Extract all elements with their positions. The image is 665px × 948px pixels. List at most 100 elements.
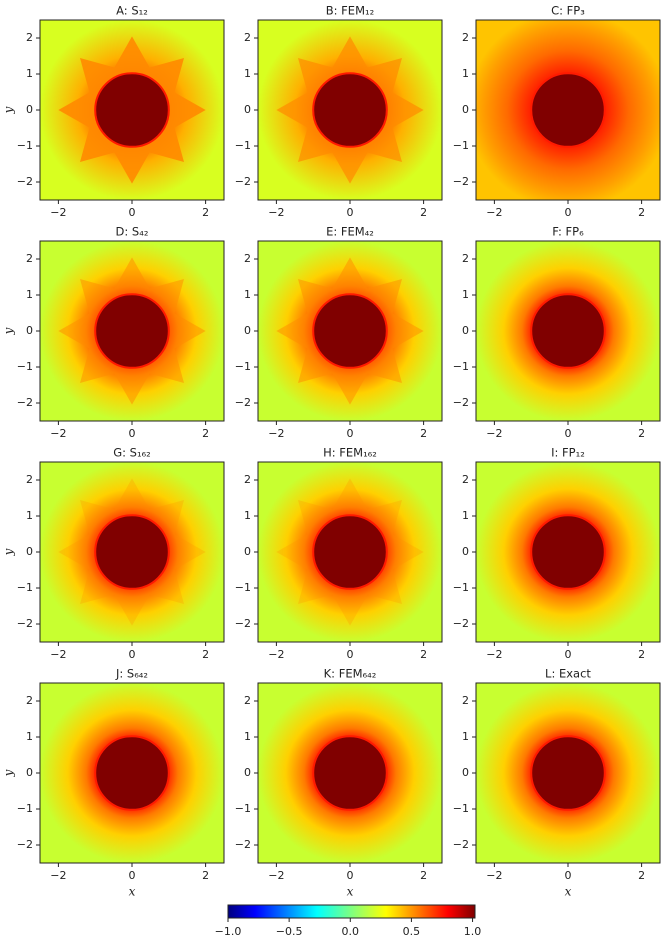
y-tick-label: −2 <box>235 838 251 851</box>
y-tick-label: 2 <box>462 31 469 44</box>
y-tick-label: −2 <box>17 175 33 188</box>
colorbar-tick-label: 1.0 <box>464 925 482 938</box>
x-tick-label: 2 <box>420 427 427 440</box>
colorbar-tick-label: −1.0 <box>215 925 242 938</box>
panel-title: E: FEM₄₂ <box>326 225 374 239</box>
y-tick-label: −1 <box>235 581 251 594</box>
y-tick-label: −2 <box>235 617 251 630</box>
y-tick-label: 0 <box>26 545 33 558</box>
x-tick-label: 2 <box>638 869 645 882</box>
x-tick-label: 0 <box>565 427 572 440</box>
heatmap-core <box>530 735 606 811</box>
heatmap-core <box>94 293 170 369</box>
y-tick-label: −1 <box>17 581 33 594</box>
x-tick-label: −2 <box>50 648 66 661</box>
panel-title: J: S₆₄₂ <box>115 667 148 681</box>
y-tick-label: −1 <box>453 802 469 815</box>
x-tick-label: 2 <box>638 648 645 661</box>
panel: I: FP₁₂ −2 0 2 −2 −1 0 1 2 <box>453 446 661 661</box>
panel: E: FEM₄₂ −2 0 2 −2 −1 0 1 2 <box>235 225 443 440</box>
panel-title: D: S₄₂ <box>116 225 149 239</box>
x-tick-label: 2 <box>638 206 645 219</box>
x-tick-label: 2 <box>202 427 209 440</box>
y-tick-label: 2 <box>462 252 469 265</box>
y-tick-label: −2 <box>453 396 469 409</box>
x-tick-label: −2 <box>50 427 66 440</box>
panel-title: K: FEM₆₄₂ <box>324 667 377 681</box>
y-tick-label: 2 <box>244 31 251 44</box>
y-tick-label: −2 <box>17 838 33 851</box>
y-tick-label: 1 <box>26 509 33 522</box>
y-tick-label: 1 <box>26 288 33 301</box>
x-tick-label: 0 <box>347 427 354 440</box>
y-tick-label: 0 <box>26 324 33 337</box>
panel: G: S₁₆₂ −2 0 2 −2 −1 0 1 2 y <box>2 446 225 661</box>
x-tick-label: −2 <box>486 869 502 882</box>
panel: C: FP₃ −2 0 2 −2 −1 0 1 2 <box>453 4 661 219</box>
x-tick-label: 0 <box>565 869 572 882</box>
y-tick-label: 2 <box>26 31 33 44</box>
x-tick-label: 0 <box>347 648 354 661</box>
heatmap-core <box>94 514 170 590</box>
y-axis-label: y <box>2 548 16 556</box>
y-tick-label: −1 <box>235 139 251 152</box>
y-tick-label: −1 <box>17 139 33 152</box>
panel: F: FP₆ −2 0 2 −2 −1 0 1 2 <box>453 225 661 440</box>
y-tick-label: −1 <box>17 802 33 815</box>
panel-title: B: FEM₁₂ <box>326 4 374 18</box>
y-tick-label: 2 <box>26 252 33 265</box>
heatmap-core <box>312 514 388 590</box>
heatmap-core <box>312 72 388 148</box>
panel-title: G: S₁₆₂ <box>113 446 151 460</box>
x-tick-label: −2 <box>50 869 66 882</box>
y-tick-label: 0 <box>462 545 469 558</box>
y-tick-label: 1 <box>244 288 251 301</box>
panel: D: S₄₂ −2 0 2 −2 −1 0 1 2 y <box>2 225 225 440</box>
x-tick-label: 2 <box>202 869 209 882</box>
y-tick-label: −2 <box>17 617 33 630</box>
y-tick-label: −1 <box>235 360 251 373</box>
x-tick-label: 2 <box>420 869 427 882</box>
x-tick-label: −2 <box>268 206 284 219</box>
x-tick-label: 2 <box>420 648 427 661</box>
panel: A: S₁₂ −2 0 2 −2 −1 0 1 2 y <box>2 4 225 219</box>
panel-title: L: Exact <box>545 667 591 681</box>
y-tick-label: 1 <box>244 730 251 743</box>
y-tick-label: 0 <box>244 324 251 337</box>
x-tick-label: −2 <box>486 648 502 661</box>
colorbar: −1.0 −0.5 0.0 0.5 1.0 <box>215 904 482 938</box>
panel: L: Exact −2 0 2 −2 −1 0 1 2 x <box>453 667 661 899</box>
panel: H: FEM₁₆₂ −2 0 2 −2 −1 0 1 2 <box>235 446 443 661</box>
y-tick-label: 1 <box>244 67 251 80</box>
y-tick-label: −1 <box>453 581 469 594</box>
y-tick-label: 2 <box>244 694 251 707</box>
y-tick-label: 2 <box>462 694 469 707</box>
colorbar-tick-label: 0.5 <box>403 925 421 938</box>
x-tick-label: 2 <box>202 648 209 661</box>
x-tick-label: 0 <box>565 648 572 661</box>
panel-title: C: FP₃ <box>551 4 585 18</box>
colorbar-scale <box>227 904 476 919</box>
x-tick-label: 0 <box>129 427 136 440</box>
panel: J: S₆₄₂ −2 0 2 −2 −1 0 1 2 y x <box>2 667 225 899</box>
y-tick-label: −1 <box>17 360 33 373</box>
x-tick-label: −2 <box>268 648 284 661</box>
heatmap-core <box>530 72 606 148</box>
y-tick-label: 0 <box>462 766 469 779</box>
y-tick-label: −1 <box>453 360 469 373</box>
y-axis-label: y <box>2 327 16 335</box>
y-tick-label: −1 <box>235 802 251 815</box>
y-tick-label: −2 <box>235 396 251 409</box>
x-tick-label: 0 <box>347 869 354 882</box>
colorbar-tick-label: 0.0 <box>342 925 360 938</box>
y-tick-label: 0 <box>244 545 251 558</box>
y-tick-label: 2 <box>244 252 251 265</box>
y-tick-label: 1 <box>26 730 33 743</box>
heatmap-core <box>94 735 170 811</box>
x-tick-label: 0 <box>129 648 136 661</box>
y-tick-label: −2 <box>17 396 33 409</box>
x-tick-label: −2 <box>486 427 502 440</box>
x-axis-label: x <box>347 885 354 899</box>
x-axis-label: x <box>129 885 136 899</box>
panel-title: A: S₁₂ <box>116 4 148 18</box>
